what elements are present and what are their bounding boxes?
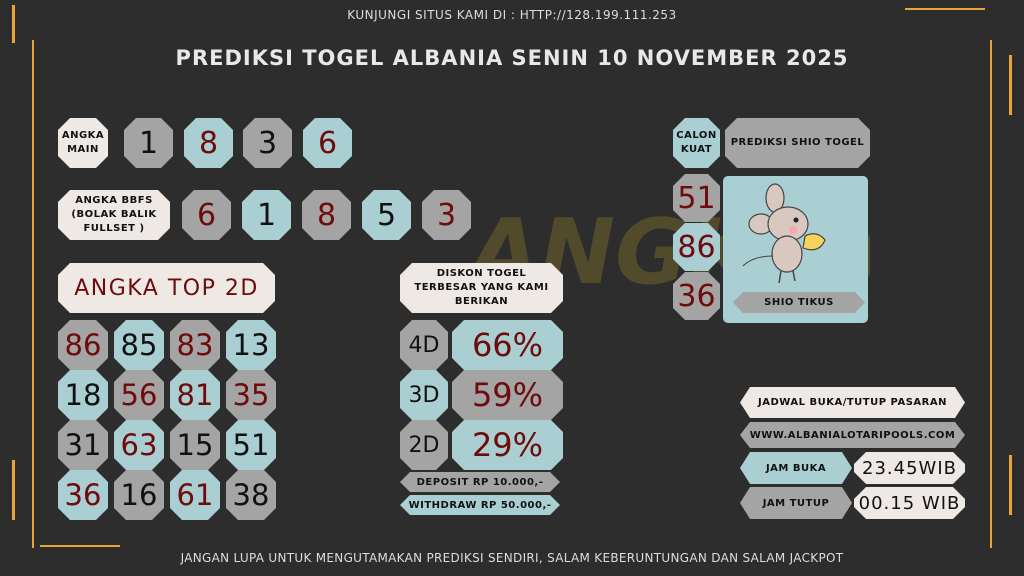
shio-card: [723, 176, 868, 323]
mouse-illustration: [742, 183, 826, 284]
angka-main-label: ANGKA MAIN: [58, 118, 108, 168]
top2d-number: 38: [226, 470, 276, 520]
top2d-number: 85: [114, 320, 164, 370]
top2d-number: 35: [226, 370, 276, 420]
frame-accent: [1009, 455, 1012, 515]
website-link[interactable]: WWW.ALBANIALOTARIPOOLS.COM: [740, 422, 965, 448]
shio-number: 86: [673, 223, 720, 271]
bbfs-digit: 6: [182, 190, 231, 240]
top2d-number: 56: [114, 370, 164, 420]
top2d-number: 13: [226, 320, 276, 370]
bbfs-digit: 8: [302, 190, 351, 240]
frame-line: [32, 40, 34, 548]
top2d-number: 36: [58, 470, 108, 520]
frame-line: [990, 40, 992, 548]
angka-main-digit: 3: [243, 118, 292, 168]
jam-tutup-label: JAM TUTUP: [740, 487, 852, 519]
top2d-number: 31: [58, 420, 108, 470]
diskon-label-2d: 2D: [400, 420, 448, 470]
bbfs-digit: 5: [362, 190, 411, 240]
footer-text: JANGAN LUPA UNTUK MENGUTAMAKAN PREDIKSI …: [180, 551, 844, 565]
diskon-value-4d: 66%: [452, 320, 563, 370]
jam-tutup-value: 00.15 WIB: [854, 487, 965, 519]
prediksi-shio-title: PREDIKSI SHIO TOGEL: [725, 118, 870, 168]
top2d-number: 15: [170, 420, 220, 470]
angka-main-digit: 1: [124, 118, 173, 168]
calon-kuat-label: CALON KUAT: [673, 118, 720, 168]
deposit-info: DEPOSIT RP 10.000,-: [400, 472, 560, 492]
top2d-number: 63: [114, 420, 164, 470]
angka-main-digit: 8: [184, 118, 233, 168]
shio-name: SHIO TIKUS: [733, 292, 865, 313]
top2d-number: 83: [170, 320, 220, 370]
diskon-label-3d: 3D: [400, 370, 448, 420]
diskon-value-3d: 59%: [452, 370, 563, 420]
withdraw-info: WITHDRAW RP 50.000,-: [400, 495, 560, 515]
frame-accent: [12, 5, 15, 43]
jam-buka-value: 23.45WIB: [854, 452, 965, 484]
top2d-number: 18: [58, 370, 108, 420]
frame-accent: [40, 545, 120, 547]
jadwal-title: JADWAL BUKA/TUTUP PASARAN: [740, 387, 965, 418]
diskon-title: DISKON TOGEL TERBESAR YANG KAMI BERIKAN: [400, 263, 563, 313]
diskon-label-4d: 4D: [400, 320, 448, 370]
diskon-value-2d: 29%: [452, 420, 563, 470]
visit-site-text: KUNJUNGI SITUS KAMI DI : HTTP://128.199.…: [347, 8, 677, 22]
shio-number: 36: [673, 272, 720, 320]
angka-main-digit: 6: [303, 118, 352, 168]
top2d-number: 86: [58, 320, 108, 370]
frame-accent: [1009, 55, 1012, 115]
top2d-number: 81: [170, 370, 220, 420]
top2d-number: 51: [226, 420, 276, 470]
jam-buka-label: JAM BUKA: [740, 452, 852, 484]
page-title: PREDIKSI TOGEL ALBANIA SENIN 10 NOVEMBER…: [175, 46, 849, 70]
frame-accent: [905, 8, 985, 10]
shio-number: 51: [673, 174, 720, 222]
top2d-number: 16: [114, 470, 164, 520]
bbfs-digit: 1: [242, 190, 291, 240]
top2d-title: ANGKA TOP 2D: [58, 263, 275, 313]
frame-accent: [12, 460, 15, 520]
bbfs-label: ANGKA BBFS (BOLAK BALIK FULLSET ): [58, 190, 170, 240]
bbfs-digit: 3: [422, 190, 471, 240]
top2d-number: 61: [170, 470, 220, 520]
